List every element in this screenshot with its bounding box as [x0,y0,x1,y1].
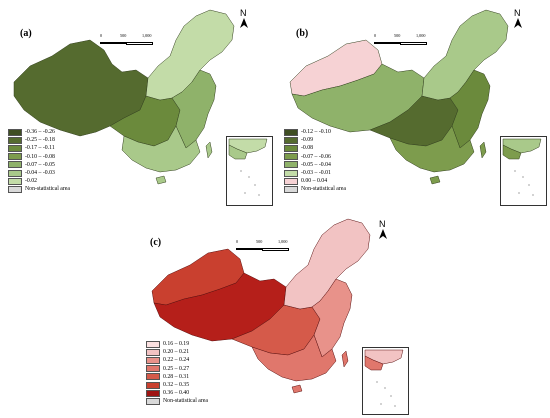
panel-label: (b) [296,28,309,39]
legend-swatch [146,348,160,356]
china-map-b [289,9,509,185]
legend-row: -0.17 – -0.11 [8,144,70,152]
panel-label: (c) [150,237,162,248]
south-china-sea-inset [226,136,273,206]
legend-swatch [8,169,22,177]
north-arrow-icon: N [376,219,390,239]
legend-swatch [146,389,160,397]
legend-row: -0.03 – -0.01 [284,169,346,177]
legend-swatch [284,161,298,169]
legend-swatch [284,136,298,144]
panel-label: (a) [20,28,32,39]
legend-row: -0.02 [8,177,70,185]
legend-swatch [146,381,160,389]
legend-row: -0.36 – -0.26 [8,128,70,136]
map-panel-b: (b) 0 500 1,000 N -0.12 – -0.10 -0.09 -0… [278,0,550,209]
map-panel-c: (c) 0 500 1,000 N 0.16 – 0.19 0.20 – 0.2… [140,209,414,418]
legend-row: 0.00 – 0.04 [284,177,346,185]
hainan-island [429,175,441,185]
legend-swatch [146,365,160,373]
legend-row: -0.05 – -0.04 [284,161,346,169]
legend-row: -0.12 – -0.10 [284,128,346,136]
legend-b: -0.12 – -0.10 -0.09 -0.08 -0.07 – -0.06 … [284,128,346,194]
legend-row: Non-statistical area [8,185,70,193]
scale-bar: 0 500 1,000 [100,33,153,47]
legend-swatch [8,177,22,185]
legend-row: 0.20 – 0.21 [146,348,208,356]
legend-swatch [8,144,22,152]
china-map-c [151,218,371,394]
north-arrow-icon: N [237,8,251,28]
legend-row: 0.25 – 0.27 [146,365,208,373]
legend-swatch [8,136,22,144]
legend-swatch [146,397,160,405]
legend-swatch [284,153,298,161]
china-map-a [13,9,235,185]
region-south [389,125,475,173]
legend-row: -0.07 – -0.05 [8,161,70,169]
legend-swatch [284,185,298,193]
legend-swatch [146,340,160,348]
legend-row: -0.10 – -0.08 [8,153,70,161]
hainan-island [155,175,167,185]
legend-swatch [146,373,160,381]
legend-row: 0.36 – 0.40 [146,389,208,397]
legend-row: Non-statistical area [146,397,208,405]
legend-row: Non-statistical area [284,185,346,193]
south-china-sea-inset [362,347,409,415]
legend-swatch [284,169,298,177]
legend-swatch [8,153,22,161]
legend-row: -0.09 [284,136,346,144]
taiwan-island [341,350,349,368]
legend-c: 0.16 – 0.19 0.20 – 0.21 0.22 – 0.24 0.25… [146,340,208,406]
legend-row: 0.32 – 0.35 [146,381,208,389]
taiwan-island [479,141,487,159]
legend-row: -0.04 – -0.03 [8,169,70,177]
legend-row: 0.22 – 0.24 [146,356,208,364]
legend-swatch [284,128,298,136]
legend-swatch [8,161,22,169]
region-south [251,334,337,382]
scale-bar: 0 500 1,000 [374,33,427,47]
north-arrow-icon: N [511,8,525,28]
taiwan-island [205,141,213,159]
legend-swatch [284,144,298,152]
legend-swatch [284,177,298,185]
scale-bar: 0 500 1,000 [236,239,289,253]
legend-row: 0.28 – 0.31 [146,373,208,381]
legend-swatch [8,185,22,193]
legend-row: -0.07 – -0.06 [284,153,346,161]
legend-row: 0.16 – 0.19 [146,340,208,348]
legend-row: -0.08 [284,144,346,152]
map-panel-a: (a) 0 500 1,000 N -0.36 – -0.26 -0.25 – … [0,0,275,209]
region-south [121,125,201,173]
south-china-sea-inset [500,136,547,206]
hainan-island [291,384,303,394]
legend-a: -0.36 – -0.26 -0.25 – -0.18 -0.17 – -0.1… [8,128,70,194]
legend-swatch [146,356,160,364]
legend-row: -0.25 – -0.18 [8,136,70,144]
legend-swatch [8,128,22,136]
